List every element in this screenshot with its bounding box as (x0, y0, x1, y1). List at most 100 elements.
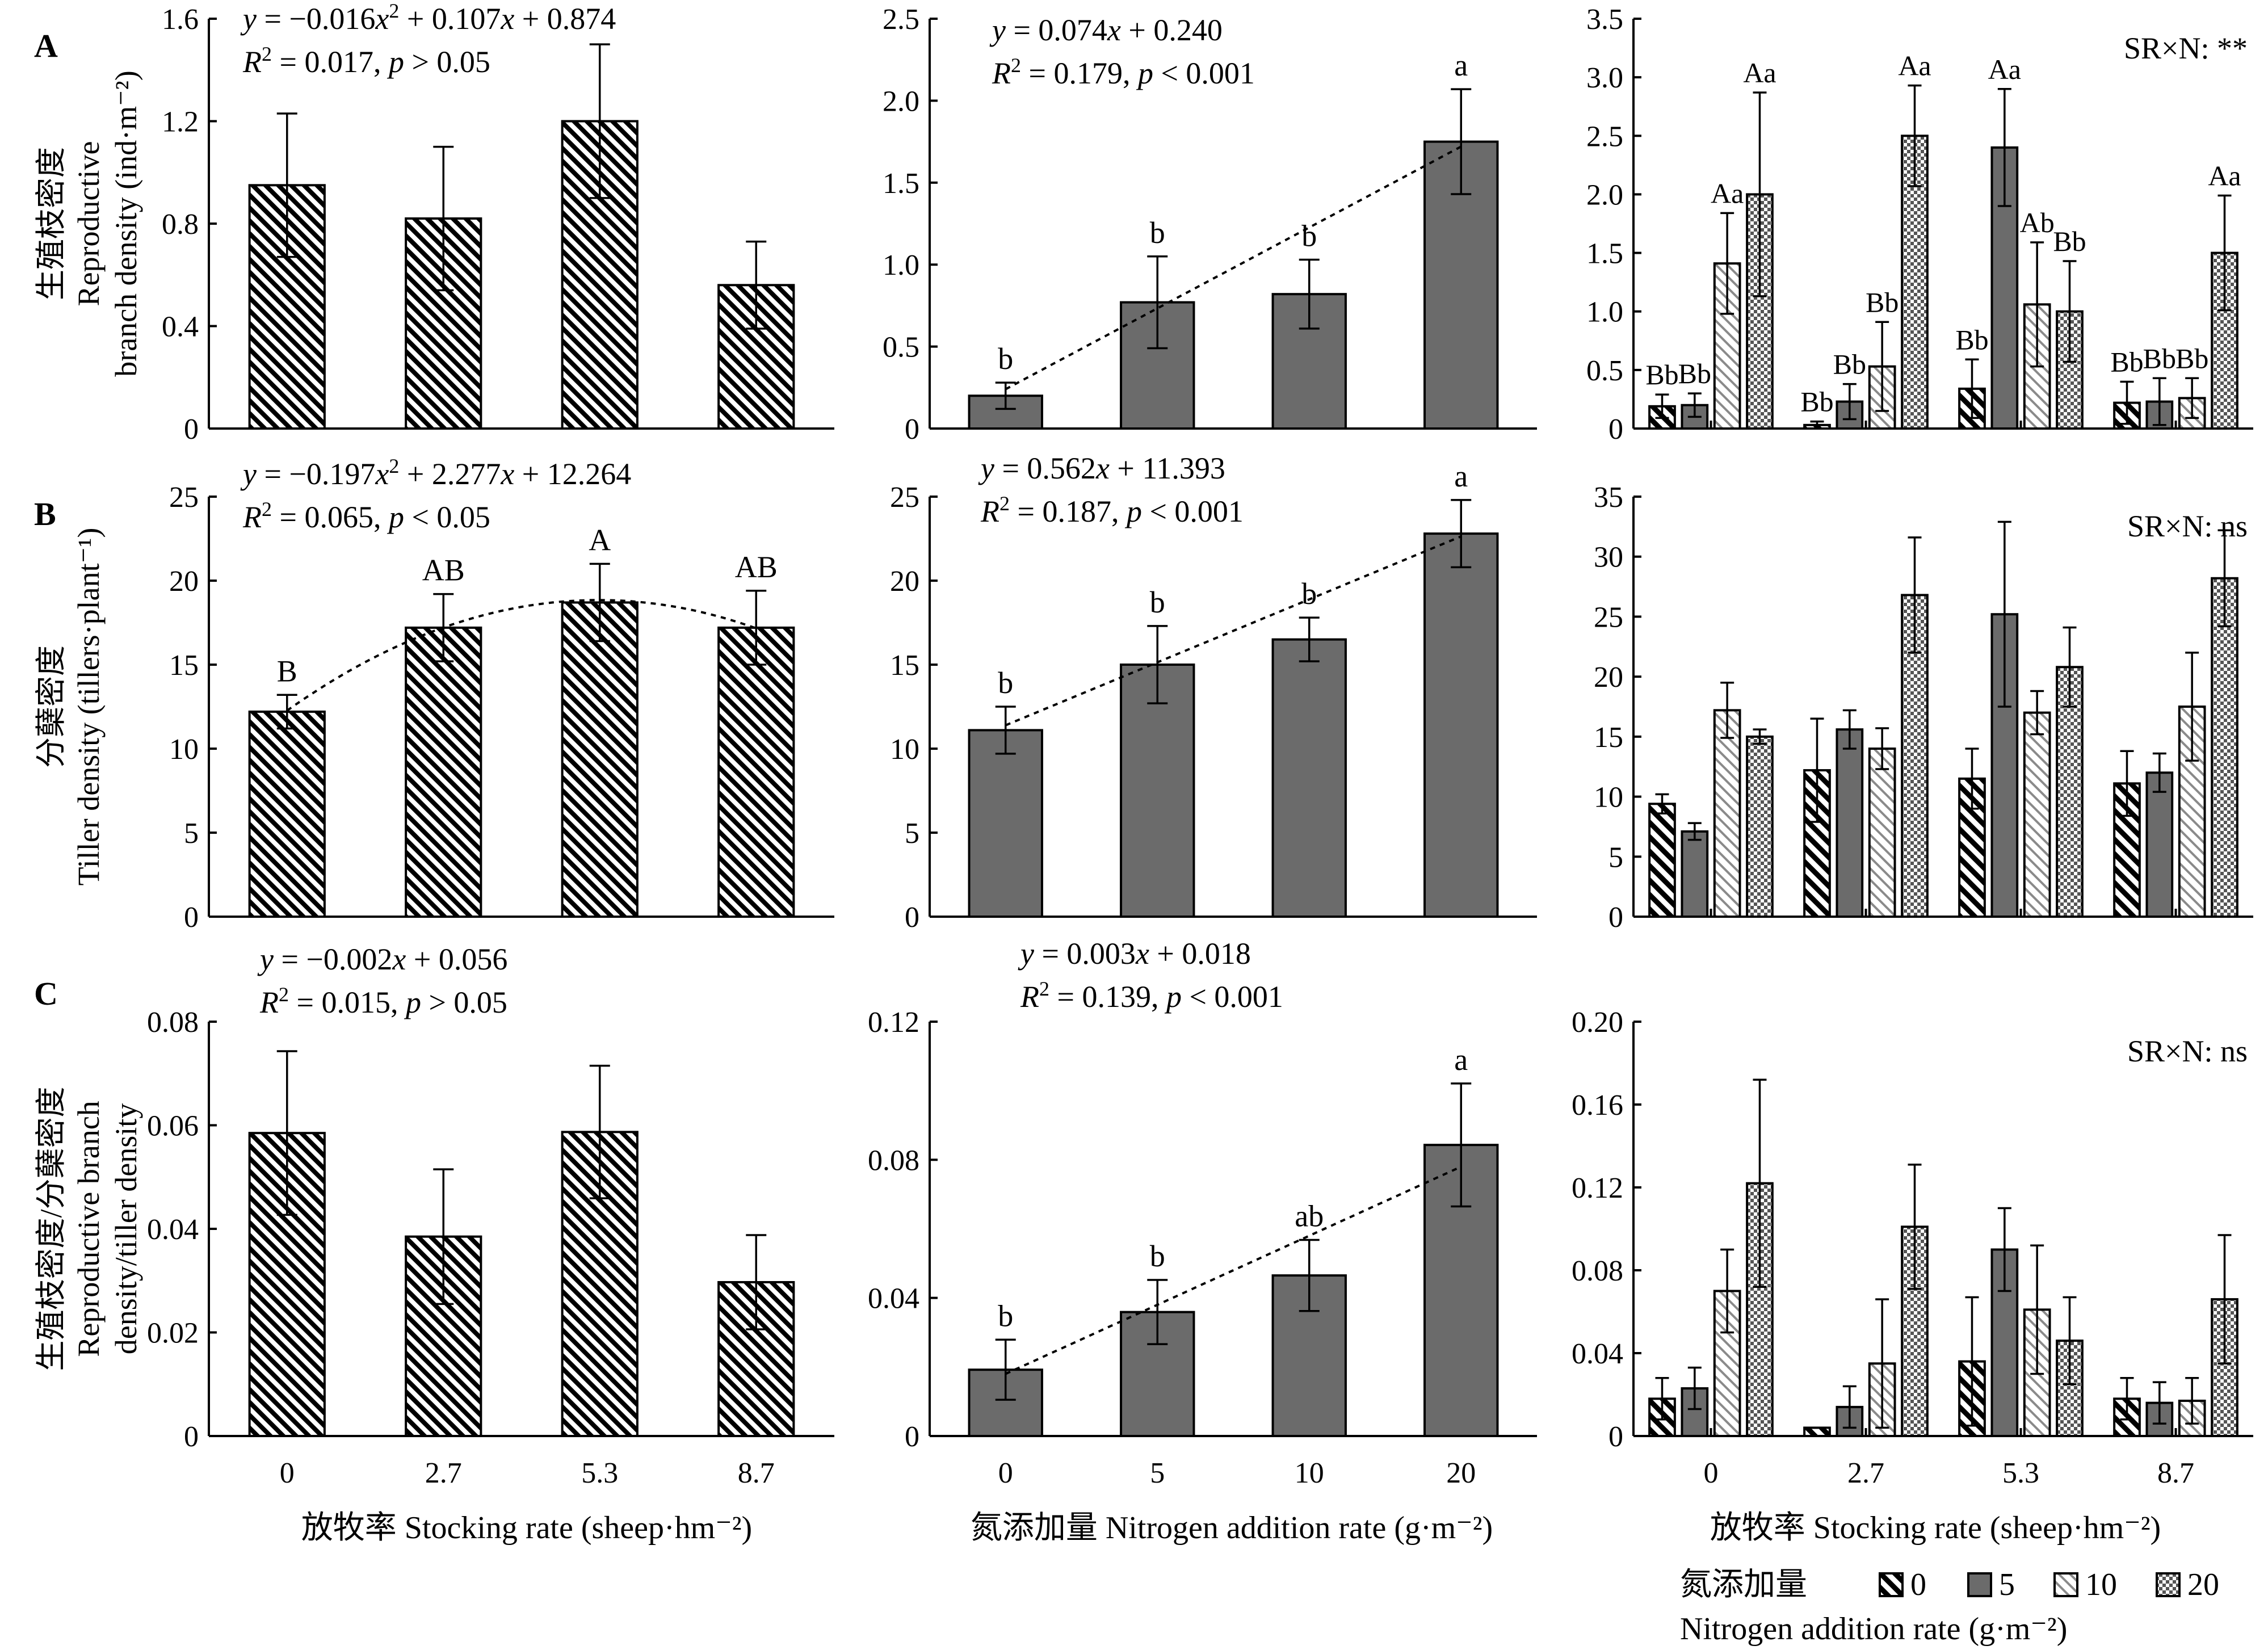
x-tick-label-C2: 0 (998, 1457, 1013, 1489)
bar-B2-3 (1423, 532, 1499, 918)
panel-B1: 0 5 10 15 20 25 分蘖密度 Tiller density (tillers·pl… (34, 455, 834, 934)
x-axis-label-stocking-right: 放牧率 Stocking rate (sheep·hm⁻²) (1710, 1510, 2161, 1546)
bar-B2-2 (1271, 638, 1347, 918)
row-label-c: C (34, 975, 58, 1012)
sig-letter-A3-s1-c3: Bb (2143, 342, 2176, 374)
sig-letter-A3-s0-c2: Bb (1955, 324, 1988, 355)
y-tick-label-B2: 10 (890, 733, 919, 766)
bar-B3-s0-c0 (1648, 803, 1676, 918)
sig-letter-B2-1: b (1150, 585, 1165, 619)
sig-letter-B1-2: A (589, 523, 611, 557)
sig-letter-B2-0: b (998, 666, 1013, 700)
sig-letter-C2-0: b (998, 1299, 1013, 1333)
sig-letter-A3-s1-c0: Bb (1678, 358, 1711, 389)
y-tick-label-B1: 20 (169, 565, 199, 598)
y-tick-label-C3: 0.20 (1572, 1006, 1623, 1039)
sig-letter-A3-s0-c0: Bb (1645, 359, 1678, 391)
sig-letter-A3-s3-c1: Aa (1898, 50, 1931, 82)
equation-B1: y = −0.197x2 + 2.277x + 12.264 (240, 455, 631, 491)
y-axis-label-B1-1: Tiller density (tillers·plant⁻¹) (72, 528, 106, 886)
y-tick-label-A2: 2.5 (883, 3, 919, 36)
sig-letter-A3-s1-c1: Bb (1833, 349, 1866, 380)
y-tick-label-B3: 0 (1608, 901, 1623, 934)
stats-A1: R2 = 0.017, p > 0.05 (242, 43, 490, 79)
y-tick-label-C2: 0.08 (868, 1144, 919, 1177)
sig-letter-A3-s0-c3: Bb (2110, 346, 2143, 377)
y-tick-label-B2: 15 (890, 649, 919, 682)
bar-B3-s1-c3 (2145, 771, 2174, 918)
y-tick-label-B3: 35 (1594, 481, 1623, 514)
y-tick-label-B3: 20 (1594, 661, 1623, 694)
equation-C1: y = −0.002x + 0.056 (257, 942, 507, 976)
bar-B1-3 (717, 626, 795, 918)
stats-B1: R2 = 0.065, p < 0.05 (242, 498, 490, 534)
y-tick-label-B2: 20 (890, 565, 919, 598)
y-tick-label-A3: 0 (1608, 413, 1623, 446)
bar-B3-s1-c0 (1681, 830, 1709, 918)
x-tick-label-C1: 2.7 (425, 1457, 462, 1489)
legend-swatch-20 (2156, 1572, 2181, 1597)
bar-B3-s3-c2 (2056, 666, 2084, 918)
panel-C2: 0 0.04 0.08 0.12 0 5 10 20 b b ab a y = 0.003x + 0.0… (868, 937, 1537, 1489)
sig-letter-A3-s3-c3: Aa (2208, 159, 2241, 191)
bar-B3-s2-c0 (1713, 709, 1741, 918)
y-tick-label-B2: 25 (890, 481, 919, 514)
bar-B3-s2-c2 (2023, 711, 2051, 918)
x-tick-label-C3: 5.3 (2002, 1457, 2039, 1489)
panel-C3: 0 0.04 0.08 0.12 0.16 0.20 0 2.7 5.3 8.7 SR×N: ns (1572, 1006, 2253, 1489)
y-tick-label-B3: 25 (1594, 601, 1623, 633)
stats-C2: R2 = 0.139, p < 0.001 (1020, 977, 1283, 1014)
x-axis-label-nitrogen: 氮添加量 Nitrogen addition rate (g·m⁻²) (971, 1510, 1493, 1546)
y-tick-label-B3: 5 (1608, 841, 1623, 874)
x-tick-label-C1: 5.3 (581, 1457, 618, 1489)
y-tick-label-B1: 15 (169, 649, 199, 682)
sig-letter-B1-3: AB (735, 550, 778, 584)
sig-letter-C2-1: b (1150, 1239, 1165, 1273)
x-tick-label-C3: 0 (1704, 1457, 1719, 1489)
fit-line-C2 (1005, 1165, 1462, 1375)
sig-letter-A2-0: b (998, 342, 1013, 376)
legend-swatch-10 (2053, 1572, 2078, 1597)
y-tick-label-A3: 0.5 (1586, 355, 1623, 387)
y-tick-label-C2: 0 (905, 1421, 919, 1453)
sig-letter-A3-s3-c2: Bb (2053, 225, 2086, 257)
row-label-a: A (34, 27, 58, 64)
y-tick-label-B2: 0 (905, 901, 919, 934)
sig-letter-A3-s3-c0: Aa (1743, 57, 1776, 89)
legend-item-20: 20 (2187, 1567, 2219, 1602)
sig-letter-A3-s2-c1: Bb (1866, 286, 1899, 318)
sig-letter-C2-3: a (1454, 1043, 1468, 1077)
interaction-annotation-C3: SR×N: ns (2127, 1034, 2248, 1068)
y-tick-label-C1: 0 (184, 1421, 199, 1453)
equation-A1: y = −0.016x2 + 0.107x + 0.874 (240, 0, 616, 36)
x-tick-label-C3: 2.7 (1847, 1457, 1884, 1489)
bar-B3-s3-c0 (1746, 735, 1774, 918)
row-label-b: B (34, 496, 56, 532)
y-tick-label-A3: 3.0 (1586, 62, 1623, 94)
bar-C3-s1-c2 (1990, 1248, 2019, 1437)
bar-A1-3 (717, 284, 795, 430)
interaction-annotation-B3: SR×N: ns (2127, 509, 2248, 543)
x-axis-label-stocking-left: 放牧率 Stocking rate (sheep·hm⁻²) (301, 1510, 752, 1546)
y-axis-label-B1-0: 分蘖密度 (34, 645, 68, 768)
x-tick-label-C1: 0 (280, 1457, 295, 1489)
y-tick-label-A3: 2.0 (1586, 179, 1623, 211)
panel-B2: 0 5 10 15 20 25 b b b a y = 0.562x + 11.393 R2 = 0.… (890, 451, 1537, 934)
bar-A3-s3-c0 (1746, 193, 1774, 430)
sig-letter-A2-3: a (1454, 48, 1468, 82)
y-axis-label-C1-2: density/tiller density (109, 1103, 143, 1354)
bar-B3-s3-c3 (2211, 577, 2238, 918)
equation-A2: y = 0.074x + 0.240 (989, 13, 1223, 47)
y-tick-label-C3: 0 (1608, 1421, 1623, 1453)
legend-item-0: 0 (1910, 1567, 1926, 1602)
equation-C2: y = 0.003x + 0.018 (1018, 937, 1251, 971)
y-tick-label-B1: 10 (169, 733, 199, 766)
y-tick-label-B3: 30 (1594, 541, 1623, 574)
sig-letter-A3-s0-c1: Bb (1800, 386, 1833, 418)
y-tick-label-C3: 0.12 (1572, 1172, 1623, 1204)
fit-line-B2 (1005, 535, 1462, 727)
x-tick-label-C2: 20 (1446, 1457, 1476, 1489)
fit-line-B1 (286, 599, 757, 712)
y-tick-label-A2: 0.5 (883, 331, 919, 364)
